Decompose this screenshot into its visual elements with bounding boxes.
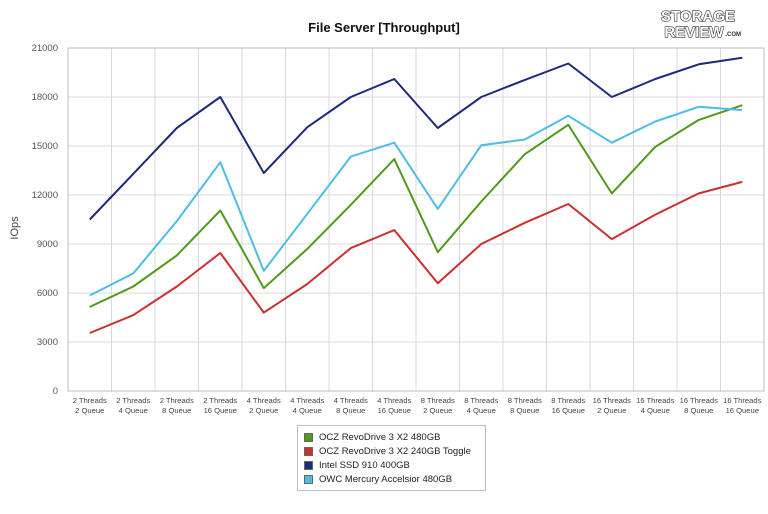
legend-item: OWC Mercury Accelsior 480GB	[304, 472, 479, 486]
x-tick-label: 2 Threads 8 Queue	[160, 396, 194, 415]
y-tick-label: 0	[53, 386, 58, 397]
x-tick-label: 16 Threads 4 Queue	[636, 396, 674, 415]
y-tick-label: 12000	[32, 190, 58, 201]
y-axis-label: IOps	[9, 216, 21, 240]
x-tick-label: 2 Threads 4 Queue	[116, 396, 150, 415]
legend-swatch	[304, 446, 313, 456]
grid-lines	[67, 47, 765, 392]
legend-label: OWC Mercury Accelsior 480GB	[319, 473, 453, 485]
legend-swatch	[304, 432, 313, 442]
x-tick-label: 8 Threads 8 Queue	[508, 396, 542, 415]
legend-label: OCZ RevoDrive 3 X2 240GB Toggle	[319, 445, 471, 457]
x-axis-ticks: 2 Threads 2 Queue 2 Threads 4 Queue 2 Thread…	[73, 396, 762, 415]
legend-item: OCZ RevoDrive 3 X2 480GB	[304, 430, 479, 444]
x-tick-label: 4 Threads 2 Queue	[247, 396, 281, 415]
chart-title: File Server [Throughput]	[308, 20, 460, 35]
x-tick-label: 2 Threads 2 Queue	[73, 396, 107, 415]
logo-suffix: .COM	[725, 32, 741, 38]
chart-legend: OCZ RevoDrive 3 X2 480GB OCZ RevoDrive 3…	[297, 425, 486, 491]
y-tick-label: 6000	[37, 288, 58, 299]
y-axis-ticks: 0 3000 6000 9000 12000 15000 18000 21000	[32, 43, 58, 397]
y-tick-label: 21000	[32, 43, 58, 54]
legend-swatch	[304, 474, 313, 484]
logo-line-1: STORAGE	[661, 8, 735, 25]
logo-line-2: REVIEW	[664, 24, 724, 40]
legend-label: Intel SSD 910 400GB	[319, 459, 410, 471]
series-lines	[89, 56, 743, 334]
x-tick-label: 8 Threads 2 Queue	[421, 396, 455, 415]
x-tick-label: 4 Threads 4 Queue	[290, 396, 324, 415]
series-line	[89, 56, 743, 221]
legend-item: OCZ RevoDrive 3 X2 240GB Toggle	[304, 444, 479, 458]
x-tick-label: 8 Threads 4 Queue	[464, 396, 498, 415]
line-chart: File Server [Throughput] 0 3000 6000 9000 12…	[9, 20, 765, 415]
y-tick-label: 15000	[32, 141, 58, 152]
y-tick-label: 18000	[32, 92, 58, 103]
x-tick-label: 16 Threads 16 Queue	[723, 396, 761, 415]
storagereview-logo: STORAGE REVIEW .COM	[660, 7, 741, 40]
x-tick-label: 16 Threads 2 Queue	[593, 396, 631, 415]
x-tick-label: 8 Threads 16 Queue	[551, 396, 585, 415]
legend-swatch	[304, 460, 313, 470]
plot-area-border	[67, 47, 765, 392]
series-line	[89, 105, 743, 297]
legend-label: OCZ RevoDrive 3 X2 480GB	[319, 431, 441, 443]
x-tick-label: 4 Threads 16 Queue	[377, 396, 411, 415]
series-line	[89, 104, 743, 308]
legend-item: Intel SSD 910 400GB	[304, 458, 479, 472]
series-line	[89, 180, 743, 334]
x-tick-label: 16 Threads 8 Queue	[680, 396, 718, 415]
y-tick-label: 9000	[37, 239, 58, 250]
x-tick-label: 2 Threads 16 Queue	[203, 396, 237, 415]
y-tick-label: 3000	[37, 337, 58, 348]
x-tick-label: 4 Threads 8 Queue	[334, 396, 368, 415]
